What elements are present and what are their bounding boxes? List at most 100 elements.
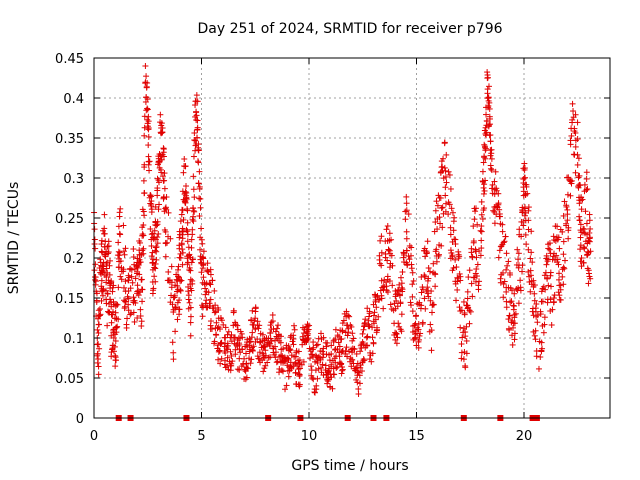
data-point	[403, 228, 410, 235]
data-point	[482, 147, 489, 154]
data-point	[554, 236, 561, 243]
data-point	[125, 307, 132, 314]
data-point	[167, 235, 174, 242]
data-point	[278, 367, 285, 374]
data-point	[151, 273, 158, 280]
data-point	[511, 336, 518, 343]
data-point	[565, 235, 572, 242]
data-point	[299, 333, 306, 340]
data-point	[569, 116, 576, 123]
data-point	[478, 245, 485, 252]
data-point	[296, 365, 303, 372]
data-point	[138, 318, 145, 325]
data-point	[470, 274, 477, 281]
data-point	[458, 307, 465, 314]
data-point	[471, 216, 478, 223]
data-point	[489, 181, 496, 188]
data-point	[339, 320, 346, 327]
data-point	[170, 356, 177, 363]
data-point	[532, 327, 539, 334]
data-point	[503, 304, 510, 311]
data-point	[141, 164, 148, 171]
data-point	[515, 250, 522, 257]
data-point	[415, 320, 422, 327]
data-point	[162, 253, 169, 260]
data-point	[437, 195, 444, 202]
data-point	[360, 356, 367, 363]
data-point	[311, 389, 318, 396]
data-point	[407, 299, 414, 306]
data-point	[110, 348, 117, 355]
data-point	[95, 307, 102, 314]
data-point	[378, 277, 385, 284]
data-point	[155, 159, 162, 166]
data-point	[387, 301, 394, 308]
data-point	[556, 245, 563, 252]
data-point	[194, 126, 201, 133]
data-point	[466, 307, 473, 314]
data-point	[358, 368, 365, 375]
data-point	[371, 291, 378, 298]
data-point	[290, 341, 297, 348]
data-point	[434, 202, 441, 209]
data-point	[300, 358, 307, 365]
data-point	[529, 259, 536, 266]
data-point	[335, 339, 342, 346]
data-point	[182, 195, 189, 202]
data-point	[463, 323, 470, 330]
data-point	[121, 284, 128, 291]
data-point	[170, 349, 177, 356]
data-point	[441, 139, 448, 146]
data-point	[550, 298, 557, 305]
data-point	[497, 275, 504, 282]
data-point	[151, 264, 158, 271]
data-point	[398, 328, 405, 335]
data-point	[192, 137, 199, 144]
data-point	[110, 282, 117, 289]
data-point	[183, 183, 190, 190]
data-point	[224, 342, 231, 349]
data-point	[196, 183, 203, 190]
data-point	[160, 149, 167, 156]
data-point	[320, 345, 327, 352]
data-point	[262, 347, 269, 354]
data-point	[384, 223, 391, 230]
data-point	[432, 219, 439, 226]
data-point	[99, 227, 106, 234]
data-point	[587, 275, 594, 282]
data-point	[277, 333, 284, 340]
data-point	[188, 287, 195, 294]
data-point	[306, 345, 313, 352]
data-point	[525, 204, 532, 211]
data-point	[503, 298, 510, 305]
data-point	[215, 356, 222, 363]
data-point	[577, 234, 584, 241]
data-point	[222, 324, 229, 331]
data-point	[248, 344, 255, 351]
y-tick-label: 0.4	[63, 92, 84, 107]
data-point	[448, 205, 455, 212]
data-point	[330, 337, 337, 344]
data-point	[248, 356, 255, 363]
data-point	[452, 236, 459, 243]
data-point	[411, 335, 418, 342]
data-point	[176, 311, 183, 318]
data-point	[500, 239, 507, 246]
data-point	[317, 330, 324, 337]
data-point	[199, 240, 206, 247]
data-point	[583, 186, 590, 193]
data-point	[256, 349, 263, 356]
data-point	[409, 308, 416, 315]
data-point	[473, 273, 480, 280]
data-point	[186, 252, 193, 259]
data-point	[517, 277, 524, 284]
data-point	[550, 253, 557, 260]
data-point	[163, 194, 170, 201]
data-point	[567, 141, 574, 148]
data-point	[121, 251, 128, 258]
data-point	[356, 372, 363, 379]
data-point	[447, 185, 454, 192]
data-point	[390, 307, 397, 314]
data-point	[344, 332, 351, 339]
data-point	[433, 246, 440, 253]
